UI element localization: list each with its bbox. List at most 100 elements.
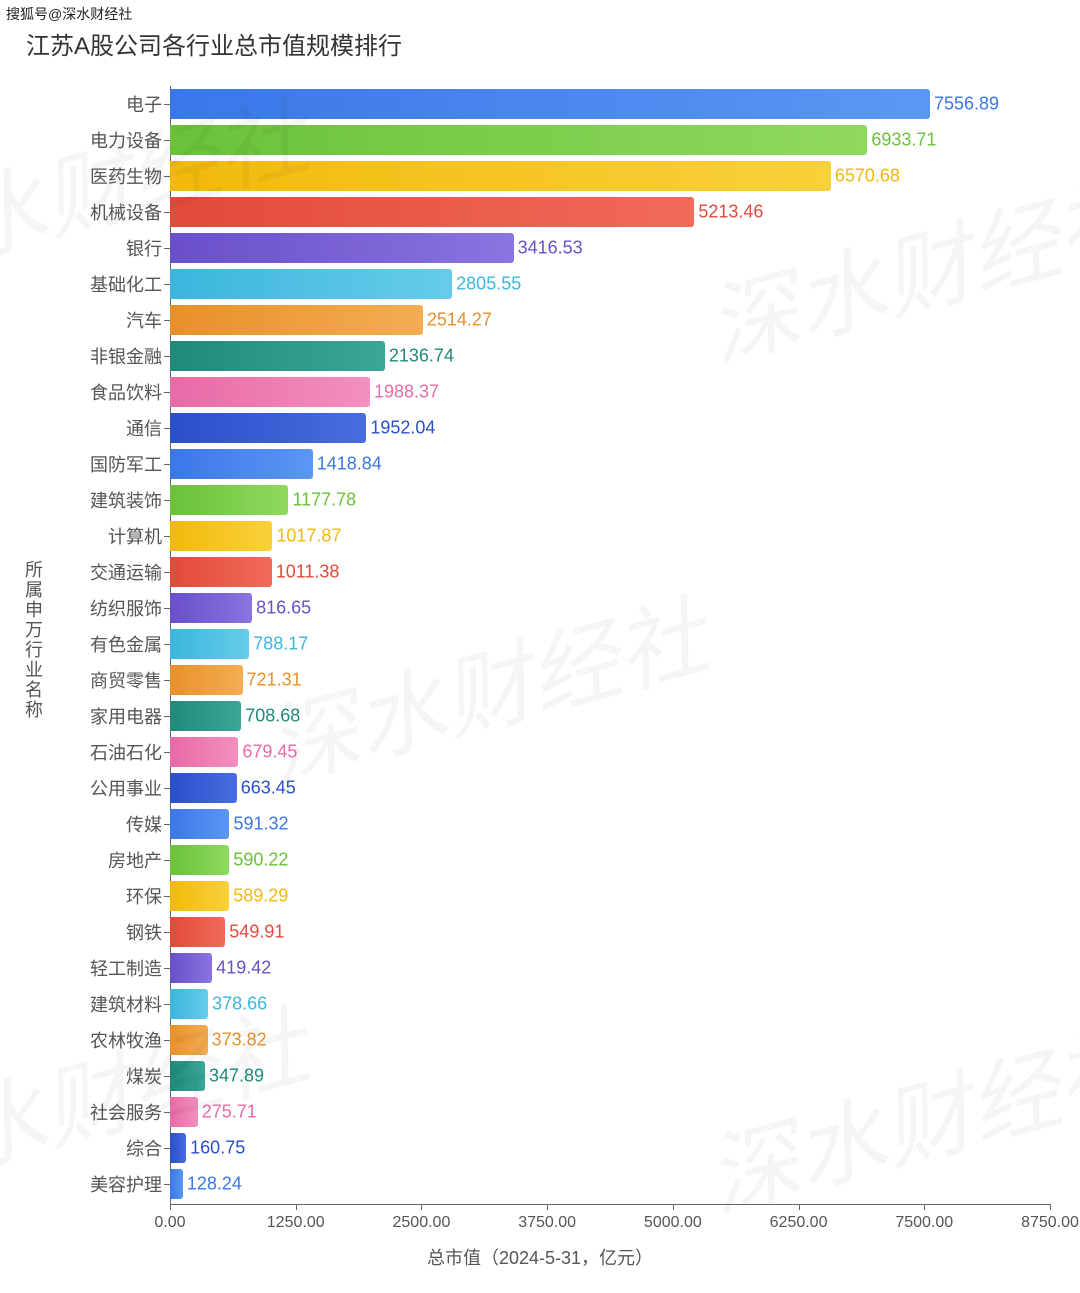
bar: [170, 989, 208, 1019]
bar-row: 环保589.29: [0, 878, 1080, 914]
bar: [170, 593, 252, 623]
source-tag: 搜狐号@深水财经社: [6, 4, 132, 24]
bar-category-label: 美容护理: [90, 1171, 162, 1197]
bar-value-label: 679.45: [242, 742, 297, 763]
bar-value-label: 6570.68: [835, 166, 900, 187]
bar-value-label: 2136.74: [389, 346, 454, 367]
bar-value-label: 3416.53: [518, 238, 583, 259]
bar-row: 汽车2514.27: [0, 302, 1080, 338]
bar: [170, 161, 831, 191]
bar-row: 非银金融2136.74: [0, 338, 1080, 374]
bar-row: 医药生物6570.68: [0, 158, 1080, 194]
bar-category-label: 国防军工: [90, 451, 162, 477]
bar-category-label: 交通运输: [90, 559, 162, 585]
bar-value-label: 275.71: [202, 1102, 257, 1123]
bar-row: 综合 160.75: [0, 1130, 1080, 1166]
bar-row: 计算机1017.87: [0, 518, 1080, 554]
x-tick-label: 6250.00: [770, 1214, 828, 1232]
bar-value-label: 419.42: [216, 958, 271, 979]
x-tick-label: 1250.00: [267, 1214, 325, 1232]
bar-value-label: 721.31: [247, 670, 302, 691]
bar: [170, 449, 313, 479]
x-tick-label: 0.00: [154, 1214, 185, 1232]
bar: [170, 773, 237, 803]
bar: [170, 1169, 183, 1199]
bar-value-label: 1418.84: [317, 454, 382, 475]
bar-category-label: 环保: [126, 883, 162, 909]
bar: [170, 1097, 198, 1127]
x-tick: [1050, 1204, 1051, 1210]
bar-row: 传媒 591.32: [0, 806, 1080, 842]
bar-value-label: 708.68: [245, 706, 300, 727]
bar-category-label: 煤炭: [126, 1063, 162, 1089]
bar-category-label: 计算机: [108, 523, 162, 549]
bar-row: 银行 3416.53: [0, 230, 1080, 266]
bar-category-label: 基础化工: [90, 271, 162, 297]
bar-category-label: 食品饮料: [90, 379, 162, 405]
bar-category-label: 建筑装饰: [90, 487, 162, 513]
chart-area: 所属申万行业名称 电子7556.89电力设备6933.71医药生物6570.68…: [0, 80, 1080, 1280]
bar-value-label: 816.65: [256, 598, 311, 619]
bar-row: 通信1952.04: [0, 410, 1080, 446]
bar-category-label: 有色金属: [90, 631, 162, 657]
x-axis-line: [170, 1204, 1050, 1205]
bar: [170, 413, 366, 443]
bar-row: 农林牧渔373.82: [0, 1022, 1080, 1058]
bar-value-label: 347.89: [209, 1066, 264, 1087]
x-tick: [296, 1204, 297, 1210]
bar-category-label: 家用电器: [90, 703, 162, 729]
bar-row: 交通运输1011.38: [0, 554, 1080, 590]
x-tick-label: 2500.00: [393, 1214, 451, 1232]
bar: [170, 341, 385, 371]
x-tick: [924, 1204, 925, 1210]
x-tick-label: 3750.00: [518, 1214, 576, 1232]
bar: [170, 1025, 208, 1055]
bar-row: 基础化工2805.55: [0, 266, 1080, 302]
bar-value-label: 2514.27: [427, 310, 492, 331]
bar-category-label: 石油石化: [90, 739, 162, 765]
bar-row: 纺织服饰 816.65: [0, 590, 1080, 626]
bar-value-label: 7556.89: [934, 94, 999, 115]
bar: [170, 953, 212, 983]
x-tick: [673, 1204, 674, 1210]
bar-row: 电力设备6933.71: [0, 122, 1080, 158]
bar: [170, 521, 272, 551]
bar-value-label: 549.91: [229, 922, 284, 943]
bar: [170, 917, 225, 947]
bar-category-label: 通信: [126, 415, 162, 441]
bar-row: 煤炭 347.89: [0, 1058, 1080, 1094]
bar-value-label: 788.17: [253, 634, 308, 655]
bar: [170, 485, 288, 515]
bar-value-label: 1177.78: [292, 490, 356, 511]
bar: [170, 701, 241, 731]
bar: [170, 269, 452, 299]
x-tick: [421, 1204, 422, 1210]
bar: [170, 1061, 205, 1091]
bar-row: 钢铁549.91: [0, 914, 1080, 950]
bar-value-label: 663.45: [241, 778, 296, 799]
x-tick: [799, 1204, 800, 1210]
bar-category-label: 商贸零售: [90, 667, 162, 693]
bar: [170, 845, 229, 875]
bar-category-label: 轻工制造: [90, 955, 162, 981]
bar: [170, 737, 238, 767]
bar-row: 公用事业663.45: [0, 770, 1080, 806]
bar-row: 社会服务275.71: [0, 1094, 1080, 1130]
x-tick-label: 5000.00: [644, 1214, 702, 1232]
bar-row: 美容护理128.24: [0, 1166, 1080, 1202]
bar-category-label: 综合: [126, 1135, 162, 1161]
bar-category-label: 机械设备: [90, 199, 162, 225]
bar-value-label: 160.75: [190, 1138, 245, 1159]
bar: [170, 1133, 186, 1163]
bar-value-label: 591.32: [233, 814, 288, 835]
bar-row: 商贸零售 721.31: [0, 662, 1080, 698]
bar-category-label: 农林牧渔: [90, 1027, 162, 1053]
bar-category-label: 银行: [126, 235, 162, 261]
bar: [170, 665, 243, 695]
bar-value-label: 5213.46: [698, 202, 763, 223]
bar-category-label: 纺织服饰: [90, 595, 162, 621]
bar-category-label: 传媒: [126, 811, 162, 837]
bar-row: 有色金属 788.17: [0, 626, 1080, 662]
bar-category-label: 电力设备: [90, 127, 162, 153]
bar: [170, 89, 930, 119]
